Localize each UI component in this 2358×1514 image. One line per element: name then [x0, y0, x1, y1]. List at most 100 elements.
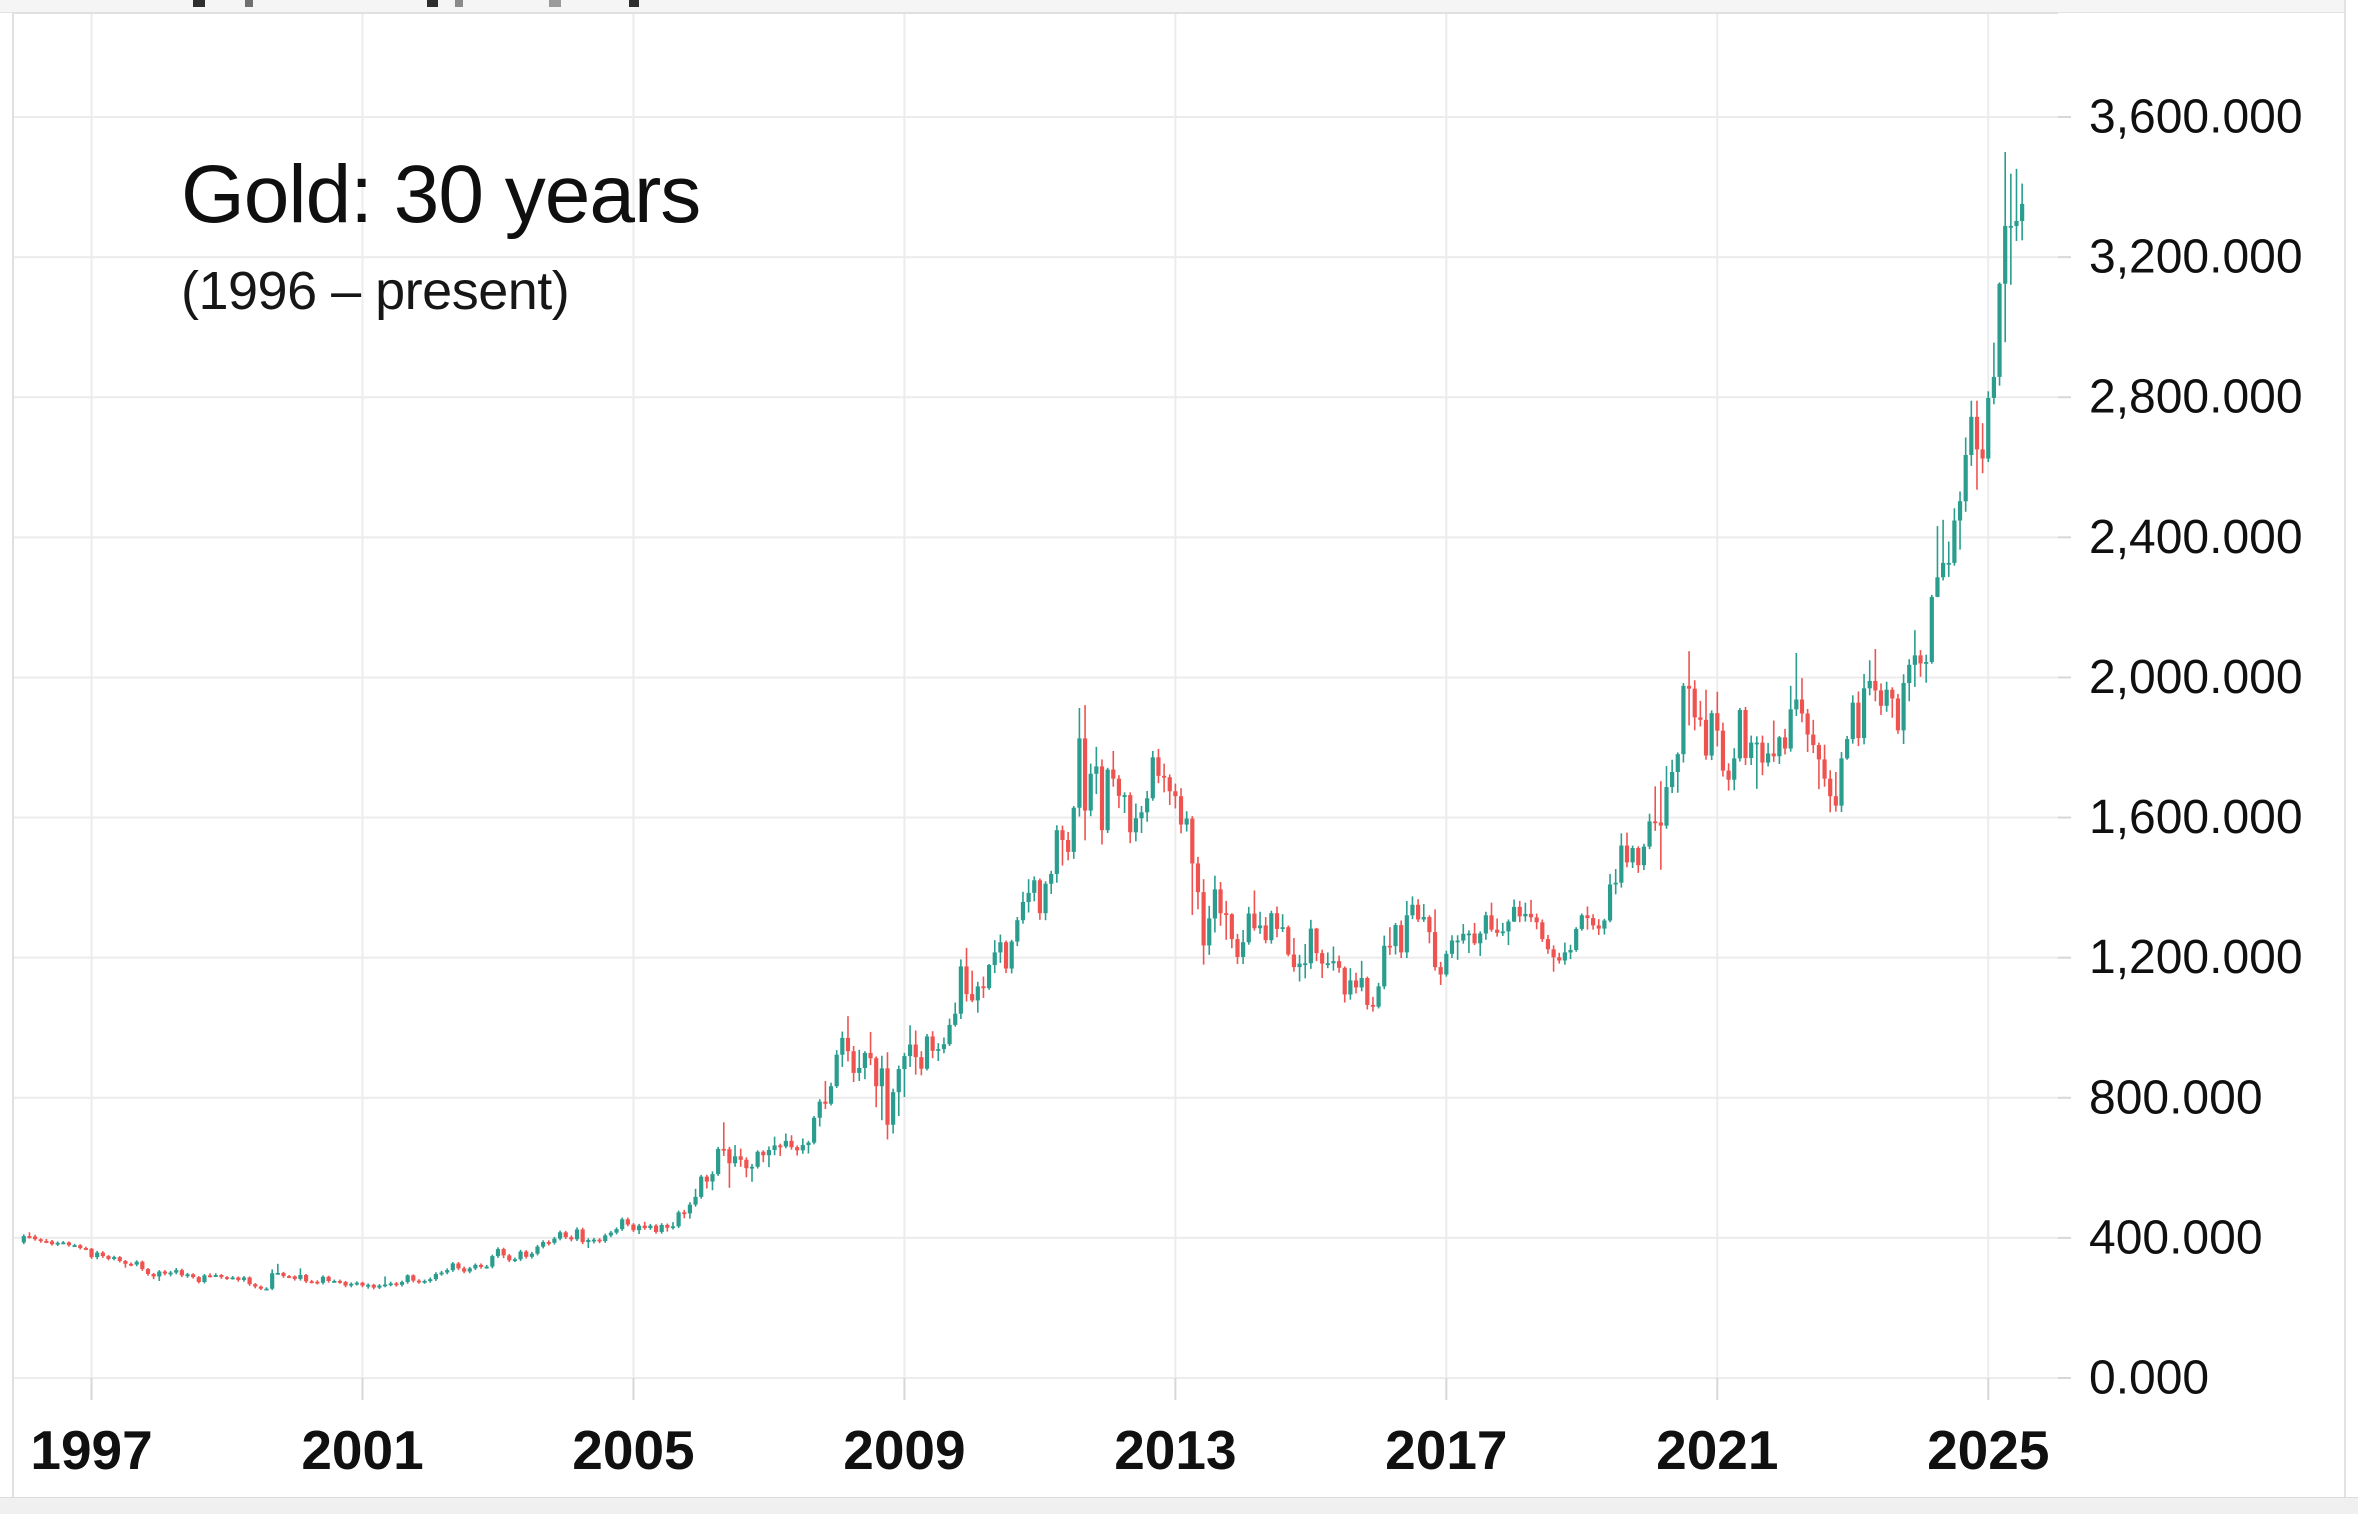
candle-wick: [28, 1232, 31, 1239]
candle-body: [1399, 925, 1404, 953]
candle-wick: [1123, 792, 1126, 814]
candle-body: [1647, 821, 1652, 847]
y-axis-label: 3,600.000: [2089, 91, 2303, 144]
candle-body: [981, 986, 986, 989]
y-axis-label: 400.000: [2089, 1211, 2263, 1264]
candle-body: [637, 1225, 642, 1231]
candle-body: [196, 1277, 201, 1283]
candle-body: [1941, 562, 1946, 578]
candle-body: [1026, 892, 1031, 902]
candle-body: [924, 1036, 930, 1069]
candle-body: [716, 1148, 721, 1175]
candle-wick: [1281, 914, 1284, 933]
candle-body: [1331, 961, 1336, 964]
candle-body: [783, 1140, 788, 1147]
candle-body: [1342, 967, 1347, 995]
candle-body: [287, 1276, 292, 1278]
candle-body: [1370, 1004, 1376, 1007]
candle-body: [270, 1273, 275, 1289]
candle-body: [1771, 753, 1776, 757]
candle-body: [112, 1257, 117, 1259]
candle-body: [1867, 680, 1872, 689]
candle-wick: [1140, 805, 1143, 833]
candle-body: [885, 1068, 890, 1125]
candle-body: [557, 1232, 563, 1239]
candle-body: [1224, 913, 1229, 915]
candle-body: [874, 1058, 879, 1087]
candle-body: [1822, 759, 1827, 779]
candle-body: [1636, 848, 1641, 866]
candle-body: [1698, 717, 1703, 720]
candle-body: [1540, 922, 1545, 940]
candle-body: [986, 965, 992, 989]
candle-body: [309, 1281, 314, 1284]
candle-body: [1365, 977, 1370, 1005]
candle-body: [1145, 798, 1150, 813]
candle-body: [473, 1264, 478, 1269]
candle-body: [1794, 699, 1799, 710]
candle-body: [382, 1284, 388, 1287]
candle-body: [1235, 939, 1240, 957]
candle-body: [399, 1282, 405, 1285]
candle-body: [732, 1156, 738, 1164]
candle-body: [1749, 742, 1754, 759]
candle-body: [1003, 942, 1009, 969]
candle-body: [1359, 977, 1364, 988]
candle-body: [1314, 928, 1319, 954]
candle-wick: [1614, 869, 1617, 895]
cutoff-text-fragment: [549, 0, 561, 7]
candle-body: [1195, 863, 1201, 893]
candle-wick: [881, 1055, 883, 1121]
candle-body: [326, 1276, 331, 1281]
candle-body: [1094, 766, 1099, 774]
candle-body: [631, 1224, 636, 1231]
candle-body: [953, 1013, 958, 1025]
candle-body: [642, 1225, 647, 1229]
candle-body: [1805, 713, 1810, 735]
candle-body: [117, 1257, 122, 1262]
candle-body: [1082, 738, 1088, 811]
candle-wick: [1332, 946, 1335, 971]
candle-body: [845, 1037, 851, 1052]
candle-body: [213, 1275, 218, 1277]
candle-body: [366, 1284, 371, 1287]
candle-body: [264, 1288, 269, 1291]
candle-wick: [1225, 900, 1227, 940]
candle-body: [72, 1245, 77, 1248]
candle-body: [1686, 685, 1692, 689]
candle-body: [1929, 596, 1934, 663]
candle-wick: [1496, 918, 1498, 937]
candle-body: [354, 1282, 359, 1285]
candle-body: [428, 1279, 433, 1282]
candle-body: [490, 1256, 495, 1267]
candle-body: [61, 1242, 66, 1245]
candle-body: [1263, 925, 1268, 941]
candle-wick: [1321, 949, 1323, 978]
candle-body: [693, 1196, 698, 1205]
candle-body: [823, 1101, 828, 1104]
candle-body: [388, 1283, 393, 1286]
candle-body: [337, 1280, 343, 1283]
candle-wick: [1479, 931, 1482, 956]
candle-body: [1619, 845, 1624, 883]
candle-body: [1890, 689, 1895, 699]
candle-body: [936, 1049, 941, 1051]
candle-body: [1246, 913, 1251, 943]
candle-body: [95, 1252, 100, 1258]
candle-wick: [1530, 899, 1532, 922]
candle-wick: [1112, 751, 1115, 787]
candle-body: [1873, 680, 1878, 691]
candle-body: [281, 1272, 286, 1277]
candle-body: [648, 1225, 653, 1229]
candle-body: [1280, 927, 1285, 929]
candle-body: [1641, 846, 1647, 866]
candle-body: [320, 1276, 326, 1283]
candle-body: [416, 1280, 422, 1283]
candle-body: [1455, 940, 1460, 943]
candle-body: [546, 1242, 551, 1244]
candle-body: [958, 966, 963, 1014]
candle-body: [789, 1140, 794, 1148]
candle-body: [1212, 889, 1217, 919]
candle-body: [552, 1238, 557, 1243]
